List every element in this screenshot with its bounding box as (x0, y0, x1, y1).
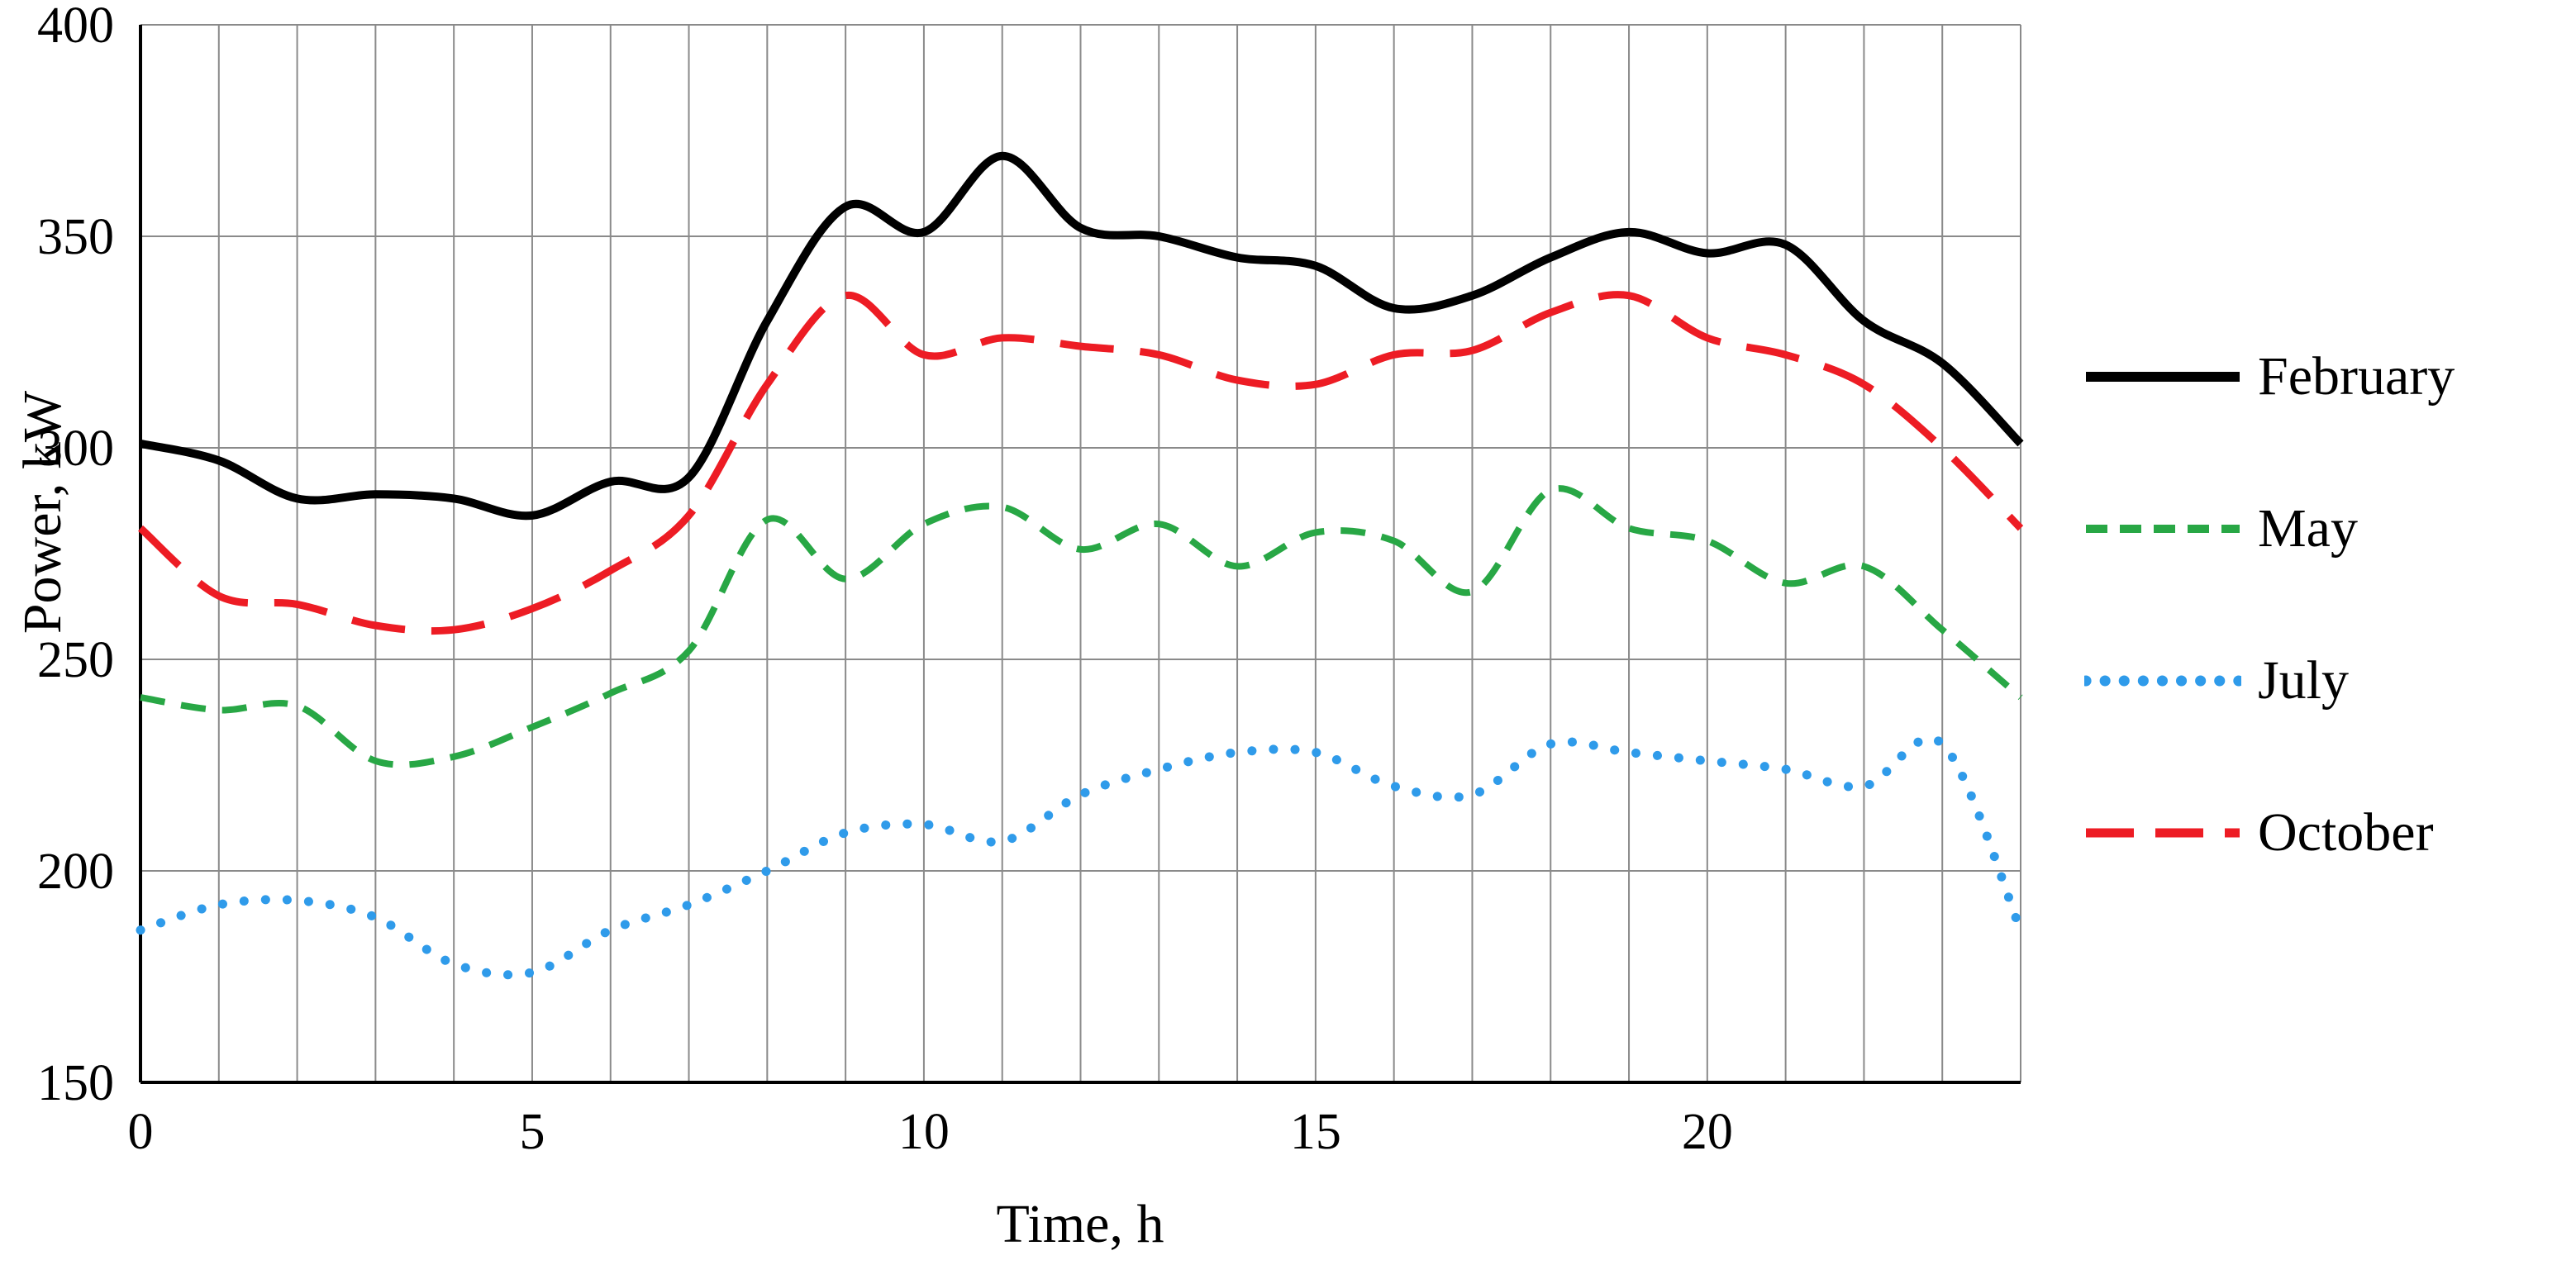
x-tick-label: 15 (1290, 1104, 1341, 1160)
legend-item-february: February (2084, 345, 2455, 408)
series-line-february (139, 151, 2024, 521)
x-axis-title: Time, h (996, 1194, 1164, 1254)
series-line-may (140, 485, 2023, 768)
legend-label: February (2258, 346, 2455, 407)
legend-label: October (2258, 802, 2434, 863)
legend-line-sample (2084, 675, 2241, 687)
legend-label: May (2258, 498, 2358, 559)
y-tick-label: 250 (37, 632, 114, 688)
legend-item-october: October (2084, 801, 2455, 864)
y-tick-label: 300 (37, 421, 114, 477)
legend-item-july: July (2084, 649, 2455, 712)
series-line-october (138, 291, 2024, 635)
x-tick-label: 0 (128, 1104, 154, 1160)
legend-label: July (2258, 650, 2350, 711)
legend-line-sample (2086, 828, 2240, 838)
legend: February May July October (2084, 345, 2455, 864)
y-tick-label: 200 (37, 844, 114, 900)
legend-line-sample (2086, 372, 2240, 382)
y-axis-title: Power, kW (12, 390, 73, 635)
y-tick-label: 350 (37, 209, 114, 265)
y-tick-label: 150 (37, 1055, 114, 1111)
x-tick-label: 10 (898, 1104, 950, 1160)
x-tick-label: 5 (519, 1104, 545, 1160)
legend-line-sample (2086, 525, 2240, 533)
x-tick-label: 20 (1682, 1104, 1733, 1160)
legend-item-may: May (2084, 497, 2455, 560)
y-tick-label: 400 (37, 0, 114, 54)
